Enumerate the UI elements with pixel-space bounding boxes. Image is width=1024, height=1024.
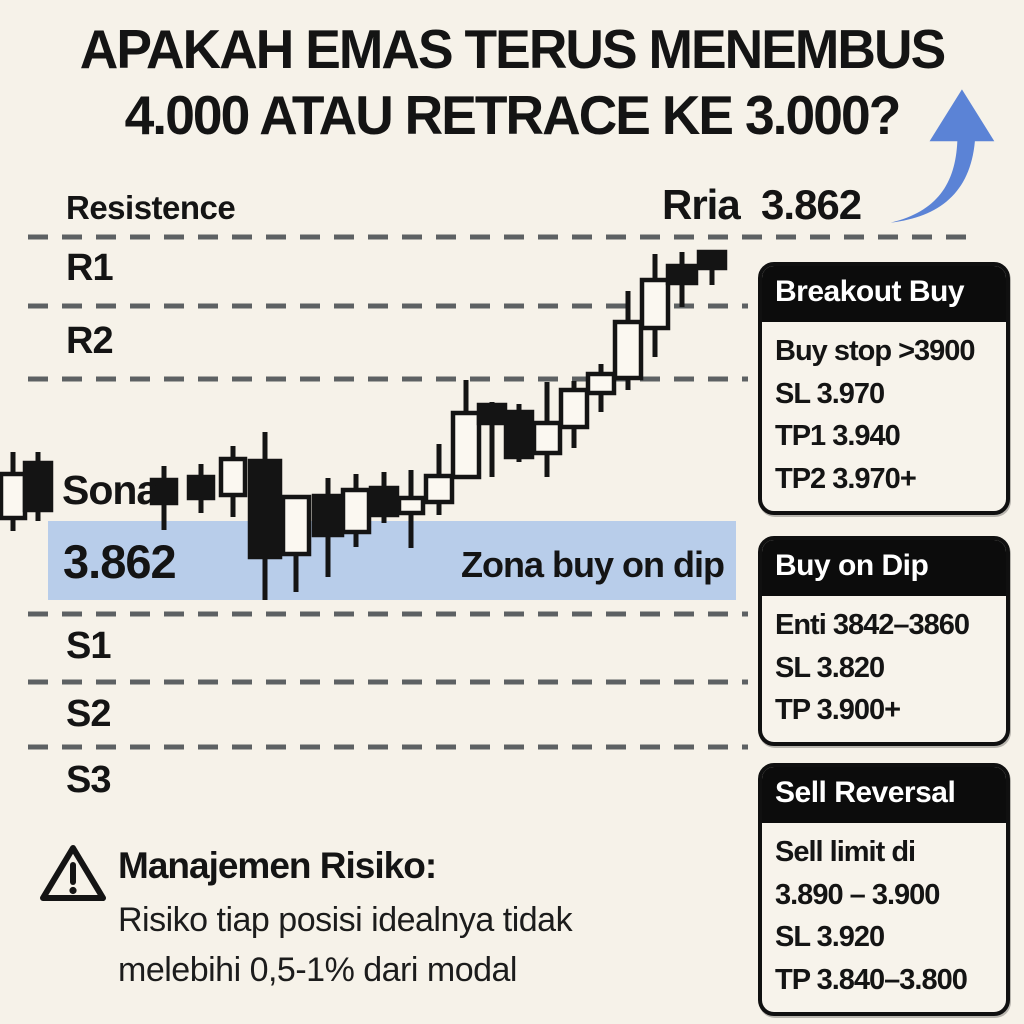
card-sell-reversal: Sell Reversal Sell limit di 3.890 – 3.90…: [758, 763, 1010, 1016]
card-line: TP 3.900+: [775, 694, 901, 727]
page-title-line1: APAKAH EMAS TERUS MENEMBUS: [79, 18, 946, 80]
card-line: TP 3.840–3.800: [775, 963, 968, 996]
card-line: 3.890 – 3.900: [775, 878, 940, 911]
card-body: Sell limit di 3.890 – 3.900 SL 3.920 TP …: [762, 823, 1006, 1012]
card-line: SL 3.920: [775, 921, 885, 954]
card-buy-on-dip: Buy on Dip Enti 3842–3860 SL 3.820 TP 3.…: [758, 536, 1010, 746]
card-line: SL 3.970: [775, 377, 885, 410]
pattern-label: Sona: [62, 467, 159, 513]
risk-heading: Manajemen Risiko:: [118, 845, 437, 886]
card-title: Buy on Dip: [762, 540, 1006, 596]
risk-text-line2: melebihi 0,5-1% dari modal: [118, 951, 517, 989]
card-breakout-buy: Breakout Buy Buy stop >3900 SL 3.970 TP1…: [758, 262, 1010, 515]
up-arrow-icon: [890, 89, 995, 223]
level-label-r2: R2: [66, 320, 114, 362]
card-line: Sell limit di: [775, 836, 916, 868]
card-body: Buy stop >3900 SL 3.970 TP1 3.940 TP2 3.…: [762, 322, 1006, 511]
card-body: Enti 3842–3860 SL 3.820 TP 3.900+: [762, 596, 1006, 742]
card-line: SL 3.820: [775, 651, 885, 684]
card-title: Sell Reversal: [762, 767, 1006, 823]
level-label-s1: S1: [66, 625, 111, 667]
card-line: TP1 3.940: [775, 420, 901, 453]
card-line: Enti 3842–3860: [775, 609, 970, 641]
resistance-label: Resistence: [66, 189, 236, 226]
card-line: Buy stop >3900: [775, 335, 976, 367]
level-label-s3: S3: [66, 759, 111, 801]
card-line: TP2 3.970+: [775, 462, 917, 495]
page-title: APAKAH EMAS TERUS MENEMBUS 4.000 ATAU RE…: [42, 16, 983, 148]
card-title: Breakout Buy: [762, 266, 1006, 322]
warning-icon: [40, 845, 106, 901]
level-label-r1: R1: [66, 247, 114, 289]
level-label-s2: S2: [66, 693, 111, 735]
page-title-line2: 4.000 ATAU RETRACE KE 3.000?: [124, 84, 902, 146]
resistance-price-tag: Rria 3.862: [662, 181, 862, 228]
risk-text-line1: Risiko tiap posisi idealnya tidak: [118, 901, 573, 939]
zone-price: 3.862: [63, 535, 177, 588]
zone-label: Zona buy on dip: [461, 544, 725, 585]
